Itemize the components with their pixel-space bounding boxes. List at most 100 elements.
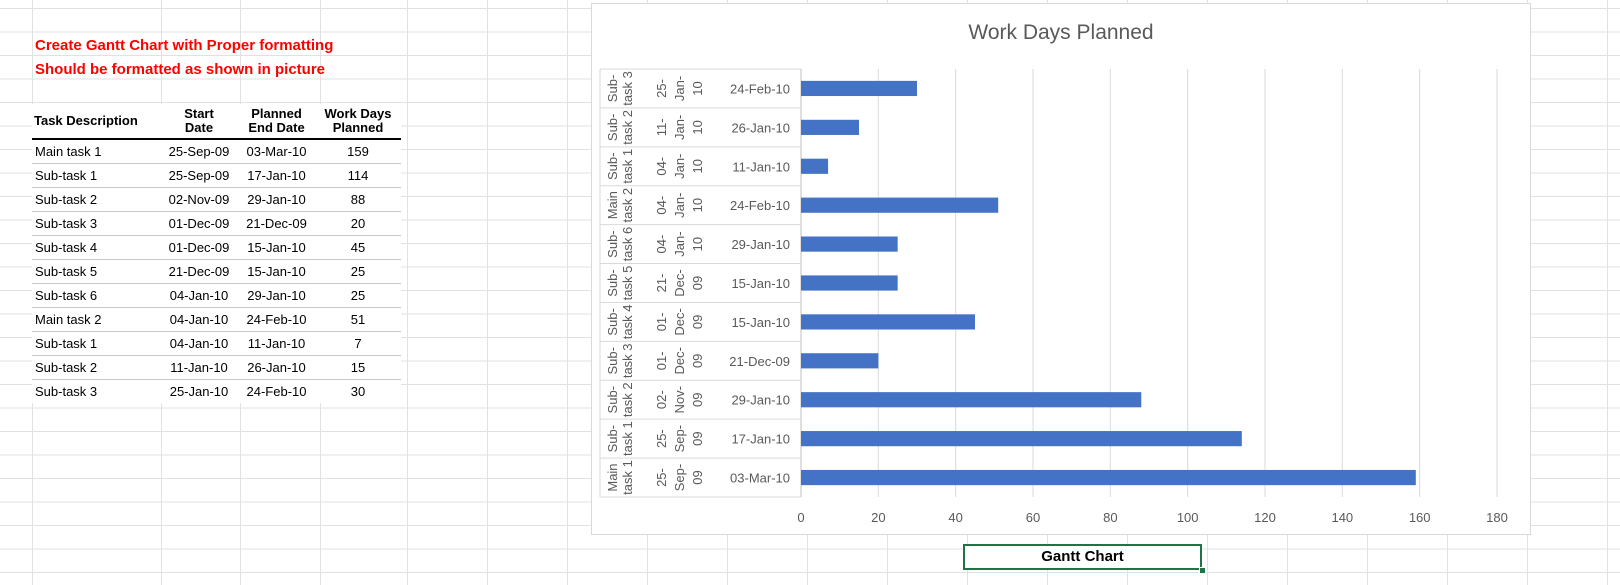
header-task-description[interactable]: Task Description (32, 104, 160, 140)
cell-start[interactable]: 11-Jan-10 (160, 355, 238, 380)
category-label-end: 26-Jan-10 (731, 120, 790, 135)
cell-task[interactable]: Sub-task 3 (32, 211, 160, 236)
cell-days[interactable]: 20 (315, 211, 401, 236)
header-work-days-planned[interactable]: Work Days Planned (315, 104, 401, 140)
cell-start[interactable]: 04-Jan-10 (160, 331, 238, 356)
cell-days[interactable]: 51 (315, 307, 401, 332)
table-row: Sub-task 3 01-Dec-09 21-Dec-09 20 (32, 211, 401, 236)
cell-task[interactable]: Sub-task 2 (32, 187, 160, 212)
header-start-date[interactable]: Start Date (160, 104, 238, 140)
cell-start[interactable]: 01-Dec-09 (160, 235, 238, 260)
x-tick-label: 100 (1177, 510, 1199, 525)
cell-task[interactable]: Sub-task 1 (32, 331, 160, 356)
table-row: Sub-task 5 21-Dec-09 15-Jan-10 25 (32, 259, 401, 284)
cell-task[interactable]: Sub-task 1 (32, 163, 160, 188)
category-label-end: 11-Jan-10 (732, 159, 790, 174)
bar[interactable] (801, 197, 999, 213)
category-label-end: 24-Feb-10 (730, 81, 790, 96)
bar[interactable] (801, 392, 1142, 408)
svg-text:Main: Main (605, 191, 620, 219)
cell-task[interactable]: Main task 1 (32, 139, 160, 164)
svg-text:task 1: task 1 (620, 149, 635, 184)
cell-days[interactable]: 88 (315, 187, 401, 212)
bar[interactable] (801, 119, 859, 135)
cell-task[interactable]: Sub-task 3 (35, 383, 98, 399)
cell-task[interactable]: Sub-task 2 (32, 355, 160, 380)
selected-cell-gantt-chart[interactable]: Gantt Chart (963, 544, 1202, 570)
table-row: Sub-task 2 02-Nov-09 29-Jan-10 88 (32, 187, 401, 212)
cell-start[interactable]: 02-Nov-09 (160, 187, 238, 212)
bar[interactable] (801, 314, 975, 330)
cell-start[interactable]: 25-Jan-10 (169, 383, 229, 399)
svg-text:04-: 04- (654, 196, 669, 215)
category-label-start: 04- Jan- 10 (654, 193, 705, 218)
svg-text:Nov-: Nov- (672, 386, 687, 413)
chart-title[interactable]: Work Days Planned (968, 21, 1154, 44)
category-label-start: 01- Dec- 09 (654, 308, 705, 335)
cell-start[interactable]: 25-Sep-09 (160, 163, 238, 188)
x-tick-label: 40 (948, 510, 962, 525)
cell-task[interactable]: Sub-task 5 (32, 259, 160, 284)
svg-text:Dec-: Dec- (672, 347, 687, 374)
cell-start[interactable]: 04-Jan-10 (160, 283, 238, 308)
svg-text:09: 09 (690, 315, 705, 329)
bar[interactable] (801, 236, 898, 252)
cell-days[interactable]: 15 (315, 355, 401, 380)
cell-days[interactable]: 30 (350, 383, 366, 399)
svg-text:25-: 25- (654, 468, 669, 487)
gantt-chart[interactable]: Work Days Planned 03-Mar-10 Main task 1 25-… (591, 3, 1531, 535)
bar[interactable] (801, 158, 829, 174)
svg-text:09: 09 (690, 392, 705, 406)
category-label-start: 04- Jan- 10 (654, 231, 705, 256)
table-row: Sub-task 1 04-Jan-10 11-Jan-10 7 (32, 331, 401, 356)
svg-text:25-: 25- (654, 79, 669, 98)
svg-text:09: 09 (690, 431, 705, 445)
fill-handle[interactable] (1199, 567, 1206, 574)
table-row: Sub-task 1 25-Sep-09 17-Jan-10 114 (32, 163, 401, 188)
cell-days[interactable]: 25 (315, 283, 401, 308)
svg-text:task 1: task 1 (620, 460, 635, 495)
cell-days[interactable]: 7 (315, 331, 401, 356)
bar[interactable] (801, 353, 879, 369)
svg-text:task 5: task 5 (620, 266, 635, 301)
cell-start[interactable]: 04-Jan-10 (160, 307, 238, 332)
cell-end[interactable]: 03-Mar-10 (238, 139, 315, 164)
x-tick-label: 60 (1026, 510, 1040, 525)
bar[interactable] (801, 80, 917, 97)
cell-end[interactable]: 15-Jan-10 (238, 235, 315, 260)
instruction-line-1: Create Gantt Chart with Proper formattin… (35, 37, 334, 54)
cell-end[interactable]: 24-Feb-10 (246, 383, 307, 399)
svg-text:10: 10 (690, 198, 705, 212)
cell-end[interactable]: 11-Jan-10 (238, 331, 315, 356)
category-label-start: 21- Dec- 09 (654, 269, 705, 296)
svg-text:04-: 04- (654, 157, 669, 176)
bar[interactable] (801, 469, 1416, 486)
svg-text:Jan-: Jan- (672, 76, 687, 101)
category-label-start: 01- Dec- 09 (654, 347, 705, 374)
cell-end[interactable]: 21-Dec-09 (238, 211, 315, 236)
bar[interactable] (801, 431, 1242, 447)
cell-days[interactable]: 45 (315, 235, 401, 260)
cell-days[interactable]: 25 (315, 259, 401, 284)
svg-text:Jan-: Jan- (672, 115, 687, 140)
cell-end[interactable]: 29-Jan-10 (238, 187, 315, 212)
cell-start[interactable]: 21-Dec-09 (160, 259, 238, 284)
cell-end[interactable]: 26-Jan-10 (238, 355, 315, 380)
cell-days[interactable]: 114 (315, 163, 401, 188)
cell-days[interactable]: 159 (315, 139, 401, 164)
cell-task[interactable]: Sub-task 6 (32, 283, 160, 308)
cell-end[interactable]: 24-Feb-10 (238, 307, 315, 332)
cell-task[interactable]: Sub-task 4 (32, 235, 160, 260)
cell-end[interactable]: 29-Jan-10 (238, 283, 315, 308)
cell-start[interactable]: 25-Sep-09 (160, 139, 238, 164)
svg-text:21-: 21- (654, 274, 669, 293)
cell-start[interactable]: 01-Dec-09 (160, 211, 238, 236)
header-planned-end-date[interactable]: Planned End Date (238, 104, 315, 140)
svg-text:task 4: task 4 (620, 305, 635, 340)
cell-task[interactable]: Main task 2 (32, 307, 160, 332)
cell-end[interactable]: 15-Jan-10 (238, 259, 315, 284)
svg-text:Dec-: Dec- (672, 308, 687, 335)
bar[interactable] (801, 275, 898, 291)
cell-end[interactable]: 17-Jan-10 (238, 163, 315, 188)
table-header-row: Task Description Start Date Planned End Da… (32, 104, 401, 140)
